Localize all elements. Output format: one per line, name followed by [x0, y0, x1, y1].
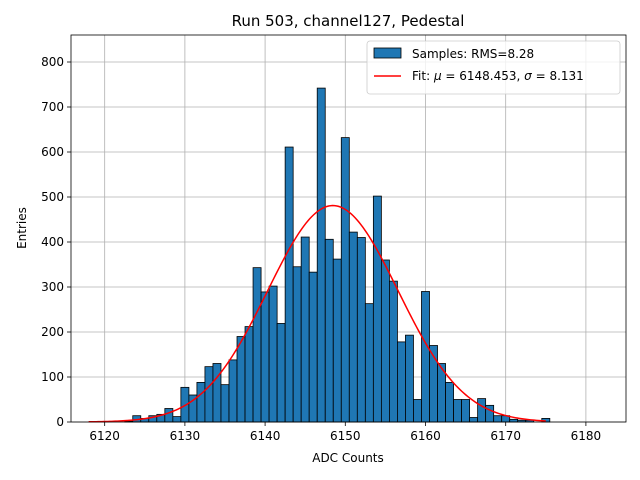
- legend: Samples: RMS=8.28 Fit: μ = 6148.453, σ =…: [366, 40, 621, 95]
- histogram-bar: [413, 399, 422, 423]
- histogram-bar: [276, 323, 286, 423]
- y-tick-label: 200: [41, 325, 64, 339]
- histogram-bar: [421, 291, 430, 423]
- x-axis: 6120 6130 6140 6150 6160 6170 6180: [89, 422, 601, 443]
- legend-fit-mu-symbol: μ: [433, 69, 442, 83]
- histogram-bar: [284, 146, 294, 423]
- histogram-bar: [364, 303, 374, 423]
- y-tick-label: 600: [41, 145, 64, 159]
- histogram-bar: [172, 416, 182, 423]
- y-tick-label: 300: [41, 280, 64, 294]
- histogram-bar: [372, 195, 382, 423]
- legend-bar-swatch: [373, 47, 402, 59]
- histogram-bar: [469, 417, 479, 423]
- histogram-bar: [509, 418, 519, 423]
- fit-curve: [88, 204, 546, 423]
- histogram-bar: [445, 381, 454, 423]
- chart-title: Run 503, channel127, Pedestal: [232, 12, 465, 30]
- histogram-bar: [405, 334, 414, 423]
- histogram-bar: [228, 359, 238, 423]
- y-axis: 0 100 200 300 400 500 600 700 800: [41, 55, 71, 429]
- histogram-bar: [477, 398, 487, 423]
- histogram-bar: [236, 336, 246, 423]
- plot-frame: [70, 34, 627, 423]
- legend-box: [366, 40, 621, 95]
- histogram-bar: [493, 415, 503, 423]
- histogram-bar: [308, 271, 318, 423]
- legend-bar-label: Samples: RMS=8.28: [412, 47, 534, 61]
- y-tick-label: 0: [56, 415, 64, 429]
- histogram-bar: [300, 236, 310, 423]
- histogram-bars: [124, 87, 551, 423]
- histogram-bar: [292, 266, 302, 423]
- x-tick-label: 6130: [170, 429, 201, 443]
- histogram-bar: [397, 341, 406, 423]
- histogram-bar: [389, 280, 398, 423]
- y-tick-label: 800: [41, 55, 64, 69]
- histogram-bar: [244, 326, 254, 423]
- histogram-bar: [252, 267, 262, 423]
- histogram-bar: [332, 258, 342, 423]
- histogram-bar: [340, 137, 350, 423]
- histogram-bar: [260, 291, 270, 423]
- legend-fit-prefix: Fit:: [412, 69, 434, 83]
- histogram-bar: [380, 259, 390, 423]
- y-axis-label: Entries: [15, 207, 29, 249]
- histogram-bar: [268, 285, 278, 423]
- x-tick-label: 6120: [89, 429, 120, 443]
- histogram-bar: [316, 87, 326, 423]
- y-tick-label: 400: [41, 235, 64, 249]
- x-tick-label: 6180: [571, 429, 602, 443]
- histogram-bar: [348, 231, 358, 423]
- x-tick-label: 6140: [250, 429, 281, 443]
- histogram-bar: [204, 366, 214, 423]
- histogram-bar: [461, 399, 471, 423]
- histogram-bar: [196, 381, 206, 423]
- y-tick-label: 500: [41, 190, 64, 204]
- y-tick-label: 700: [41, 100, 64, 114]
- histogram-bar: [453, 399, 462, 423]
- legend-fit-sigma-symbol: σ: [524, 69, 532, 83]
- x-tick-label: 6150: [330, 429, 361, 443]
- x-axis-label: ADC Counts: [312, 451, 384, 465]
- histogram-bar: [356, 237, 366, 423]
- legend-fit-label: Fit: μ = 6148.453, σ = 8.131: [412, 69, 584, 83]
- x-tick-label: 6160: [410, 429, 441, 443]
- histogram-bar: [324, 238, 334, 423]
- legend-fit-suffix: = 8.131: [532, 69, 584, 83]
- legend-fit-mid: = 6148.453,: [442, 69, 525, 83]
- histogram-bar: [220, 384, 230, 423]
- y-tick-label: 100: [41, 370, 64, 384]
- x-tick-label: 6170: [490, 429, 521, 443]
- histogram-bar: [212, 363, 222, 423]
- histogram-bar: [164, 408, 174, 423]
